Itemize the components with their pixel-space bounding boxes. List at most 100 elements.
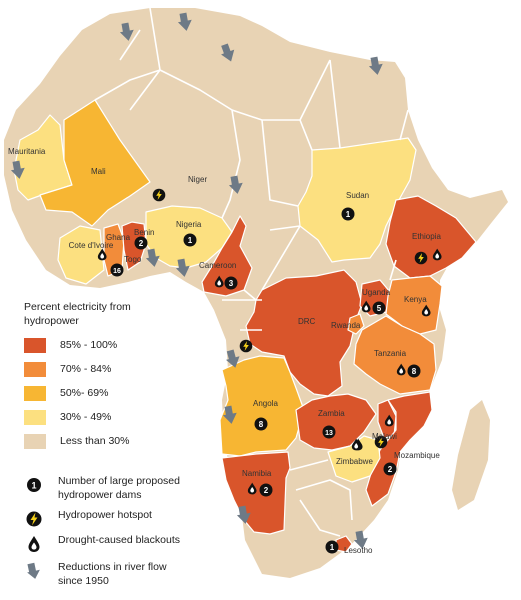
dam-count: 8 <box>259 420 264 429</box>
legend-swatch <box>24 385 46 401</box>
label-mauritania: Mauritania <box>8 147 46 156</box>
label-malawi: Malawi <box>372 432 397 441</box>
label-cameroon: Cameroon <box>199 261 237 270</box>
drop-icon-inner <box>100 252 105 259</box>
dam-circle <box>224 276 238 290</box>
drop-icon-inner <box>435 252 440 259</box>
drop-icon-inner <box>354 442 359 449</box>
label-nigeria: Nigeria <box>176 220 202 229</box>
dam-count: 3 <box>229 279 234 288</box>
dam-count: 8 <box>412 367 417 376</box>
legend-class-label: 85% - 100% <box>60 339 118 351</box>
lightning-icon <box>26 511 42 527</box>
legend-title: Percent electricity from hydropower <box>24 301 131 327</box>
blackout-marker <box>351 438 361 451</box>
drop-icon-inner <box>217 279 222 286</box>
madagascar <box>452 400 490 510</box>
region-mali <box>39 99 151 227</box>
hotspot-marker <box>414 251 428 265</box>
drop-icon-inner <box>424 308 429 315</box>
dam-circle <box>259 483 273 497</box>
drop-icon-inner <box>364 304 369 311</box>
dam-marker-angola: 8 <box>254 417 268 431</box>
dam-count: 13 <box>325 430 333 437</box>
drop-icon-inner <box>250 486 255 493</box>
legend-class-label: 50%- 69% <box>60 387 109 399</box>
dam-marker-sudan: 1 <box>341 207 355 221</box>
down-arrow-icon <box>27 562 40 579</box>
label-tanzania: Tanzania <box>374 349 407 358</box>
dam-count: 2 <box>139 239 144 248</box>
dam-count: 1 <box>346 210 351 219</box>
legend-class-label: 30% - 49% <box>60 411 112 423</box>
region-togo-benin <box>121 221 147 271</box>
legend-class-label: 70% - 84% <box>60 363 112 375</box>
down-arrow-icon <box>228 175 243 194</box>
legend-dams-label: Number of large proposed hydropower dams <box>58 475 180 501</box>
lightning-icon <box>418 253 424 263</box>
legend-hotspot: Hydropower hotspot <box>24 509 218 529</box>
hotspot-marker <box>152 188 166 202</box>
dam-count: 5 <box>377 304 382 313</box>
blackout-marker <box>421 304 431 317</box>
down-arrow-icon <box>368 56 383 75</box>
down-arrow-icon <box>221 43 235 62</box>
legend-class-50-69: 50%- 69% <box>24 384 108 402</box>
label-rwanda: Rwanda <box>331 321 361 330</box>
dam-circle <box>110 263 124 277</box>
region-kenya <box>385 275 443 335</box>
label-ethiopia: Ethiopia <box>412 232 441 241</box>
blackout-marker <box>384 414 394 427</box>
region-angola <box>219 355 305 457</box>
lightning-icon <box>243 341 249 351</box>
dam-marker-nigeria: 1 <box>183 233 197 247</box>
dam-marker-tanzania: 8 <box>407 364 421 378</box>
down-arrow-icon <box>10 160 25 179</box>
region-sudan <box>297 137 417 263</box>
dam-count-icon: 1 <box>27 478 41 492</box>
blackout-marker <box>214 275 224 288</box>
down-arrow-icon <box>145 248 160 267</box>
blackout-marker <box>247 482 257 495</box>
label-drc: DRC <box>298 317 316 326</box>
region-zambia <box>295 393 377 451</box>
label-uganda: Uganda <box>362 288 391 297</box>
dam-marker-uganda: 5 <box>372 301 386 315</box>
down-arrow-icon <box>119 22 134 41</box>
legend-arrows: Reductions in river flow since 1950 <box>24 561 178 588</box>
label-lesotho: Lesotho <box>344 546 373 555</box>
dam-marker-ghana: 16 <box>110 263 124 277</box>
label-togo: Togo <box>124 255 142 264</box>
dam-marker-lesotho: 1 <box>325 540 339 554</box>
blackout-marker <box>361 300 371 313</box>
blackout-markers <box>97 248 442 495</box>
label-zambia: Zambia <box>318 409 345 418</box>
region-ethiopia <box>385 195 477 279</box>
dam-circle <box>183 233 197 247</box>
river-flow-arrows <box>10 12 383 549</box>
hotspot-marker <box>239 339 253 353</box>
lightning-icon <box>156 190 162 200</box>
dam-count: 2 <box>388 465 393 474</box>
legend-arrows-label: Reductions in river flow since 1950 <box>58 561 167 587</box>
dam-marker-mozambique: 2 <box>383 462 397 476</box>
legend-dam-sample: 1 <box>31 481 36 491</box>
dam-count: 16 <box>113 268 121 275</box>
legend-class-85-100: 85% - 100% <box>24 336 117 354</box>
region-namibia <box>221 451 291 535</box>
label-namibia: Namibia <box>242 469 272 478</box>
dam-marker-cameroon: 3 <box>224 276 238 290</box>
dam-circle <box>134 236 148 250</box>
hotspot-marker <box>374 435 388 449</box>
drop-icon-inner <box>387 418 392 425</box>
drop-icon <box>28 536 40 552</box>
dam-circle <box>322 425 336 439</box>
dam-marker-namibia: 2 <box>259 483 273 497</box>
legend-swatch <box>24 409 46 425</box>
down-arrow-icon <box>236 505 251 524</box>
legend-swatch <box>24 337 46 353</box>
region-cote <box>57 225 105 285</box>
drop-icon-inner <box>399 367 404 374</box>
